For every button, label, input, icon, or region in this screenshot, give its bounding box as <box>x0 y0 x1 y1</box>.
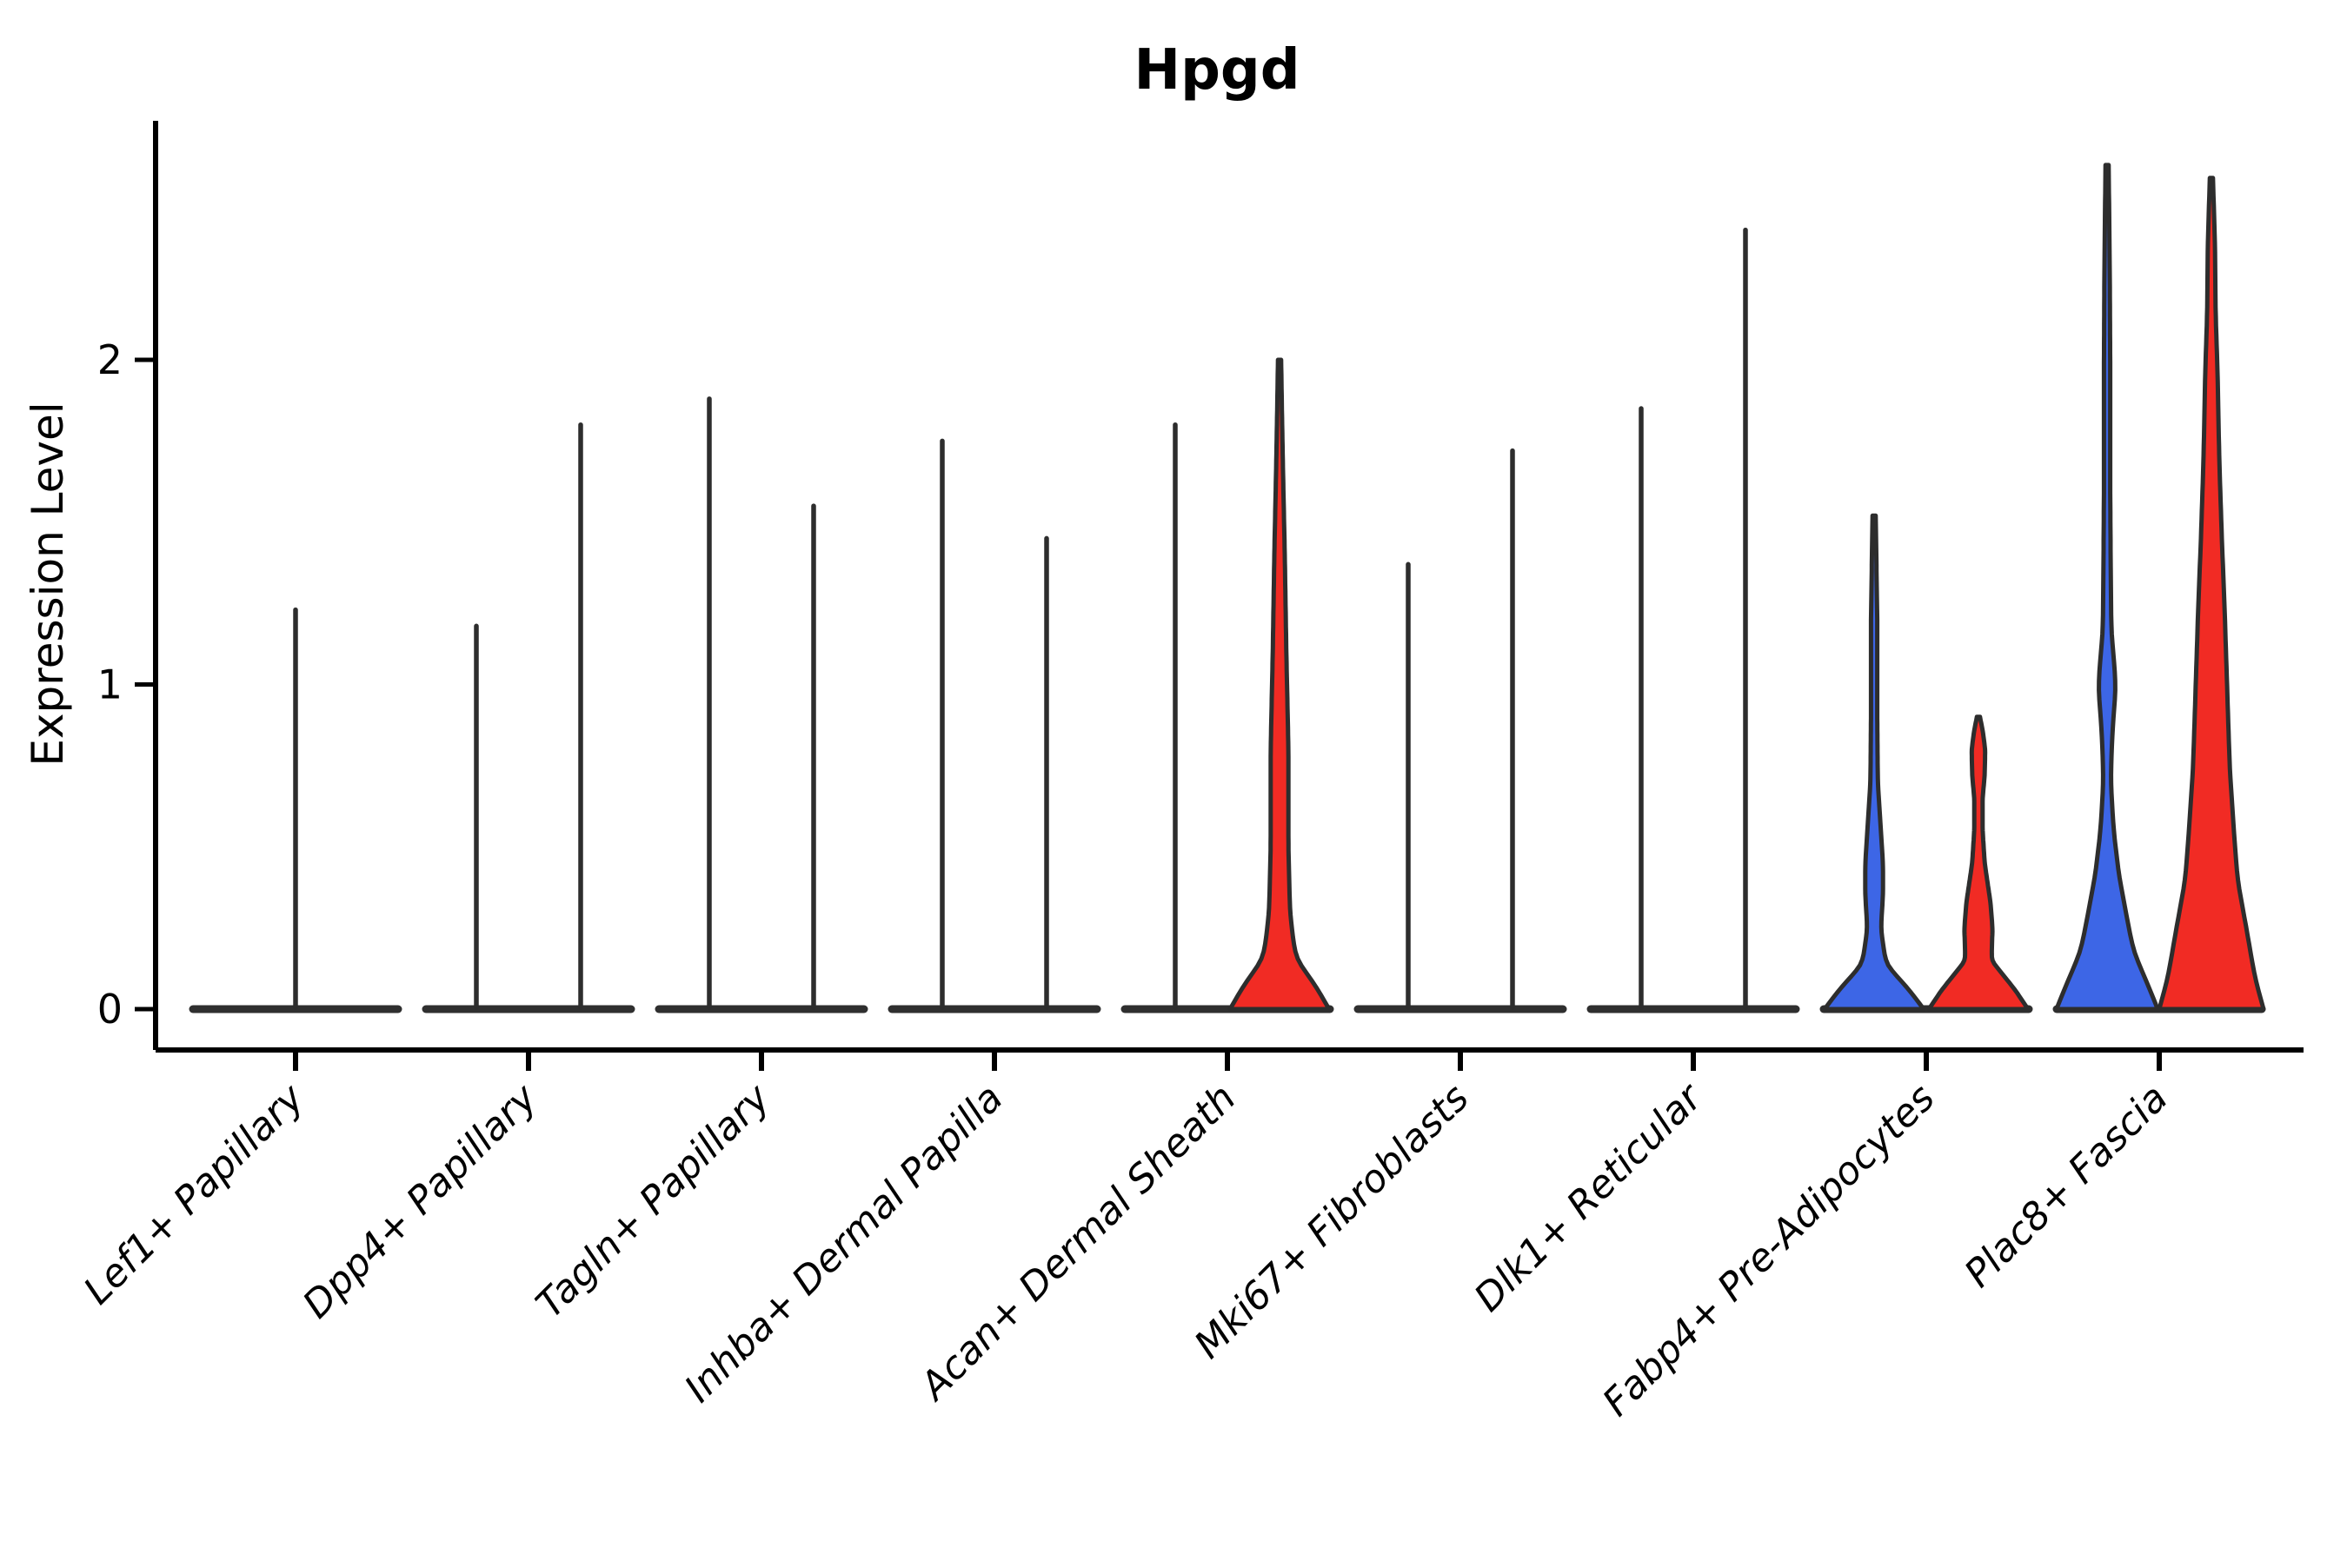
x-tick-label: Tagln+ Papillary <box>528 1075 779 1326</box>
y-axis-label: Expression Level <box>23 402 73 766</box>
x-tick-label: Dpp4+ Papillary <box>295 1075 547 1327</box>
x-tick-label: Plac8+ Fascia <box>1956 1076 2176 1296</box>
plot-title: Hpgd <box>1134 38 1300 103</box>
violin-red <box>1926 714 2031 1012</box>
violin-red <box>2157 176 2266 1012</box>
y-tick-label: 0 <box>97 986 123 1033</box>
y-tick-label: 1 <box>97 661 123 708</box>
violin-layer <box>189 163 2266 1013</box>
x-tick-label: Lef1+ Papillary <box>76 1075 314 1313</box>
violin-blue <box>2054 163 2160 1012</box>
violin-blue <box>1822 513 1926 1012</box>
y-tick-label: 2 <box>97 336 123 383</box>
violin-red <box>1227 357 1332 1012</box>
x-tick-label: Dlk1+ Reticular <box>1466 1074 1712 1320</box>
